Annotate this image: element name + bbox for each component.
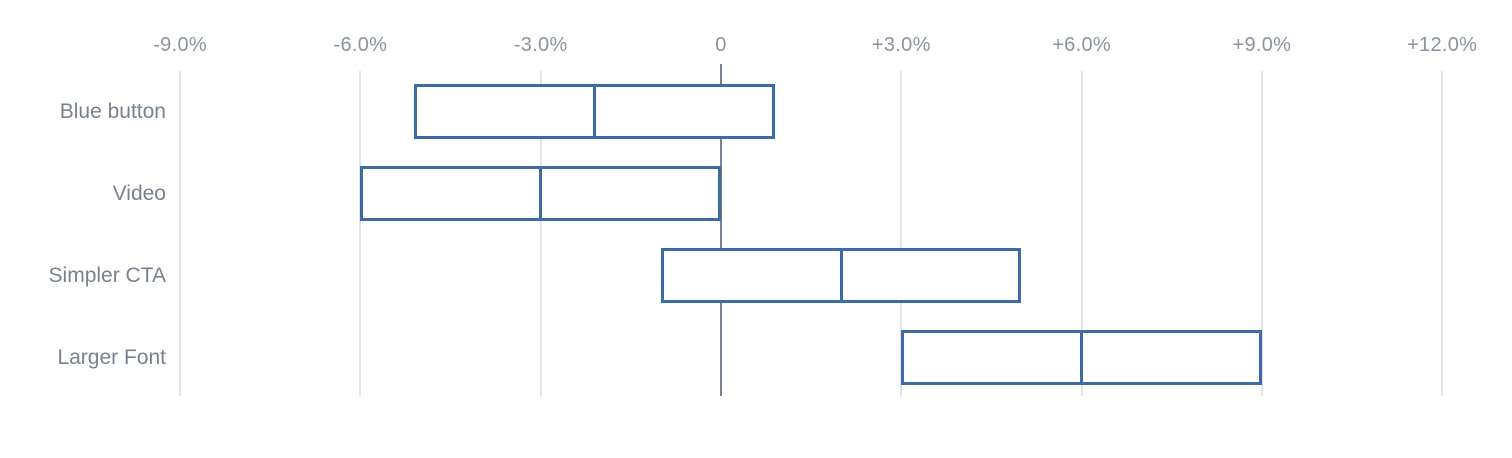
median-line [539,166,543,221]
x-tick-label: -6.0% [333,34,388,56]
gridline [1260,71,1263,396]
median-line [1080,330,1084,385]
x-tick-label: +3.0% [871,34,931,56]
x-tick-label: +6.0% [1052,34,1111,56]
gridline [539,71,542,396]
x-tick-label: -3.0% [513,34,568,56]
category-label: Video [112,181,166,205]
x-tick-label: +12.0% [1407,34,1478,56]
category-label: Blue button [59,99,166,123]
median-line [593,84,597,139]
gridline [359,71,362,396]
category-label: Simpler CTA [48,263,166,287]
gridline [179,71,182,396]
median-line [839,248,843,303]
category-label: Larger Font [57,345,166,369]
x-tick-label: 0 [715,34,727,56]
x-tick-label: +9.0% [1232,34,1292,56]
gridline [1080,71,1083,396]
gridline [900,71,903,396]
gridline [1441,71,1444,396]
zero-axis-line [720,64,722,396]
x-tick-label: -9.0% [153,34,207,56]
